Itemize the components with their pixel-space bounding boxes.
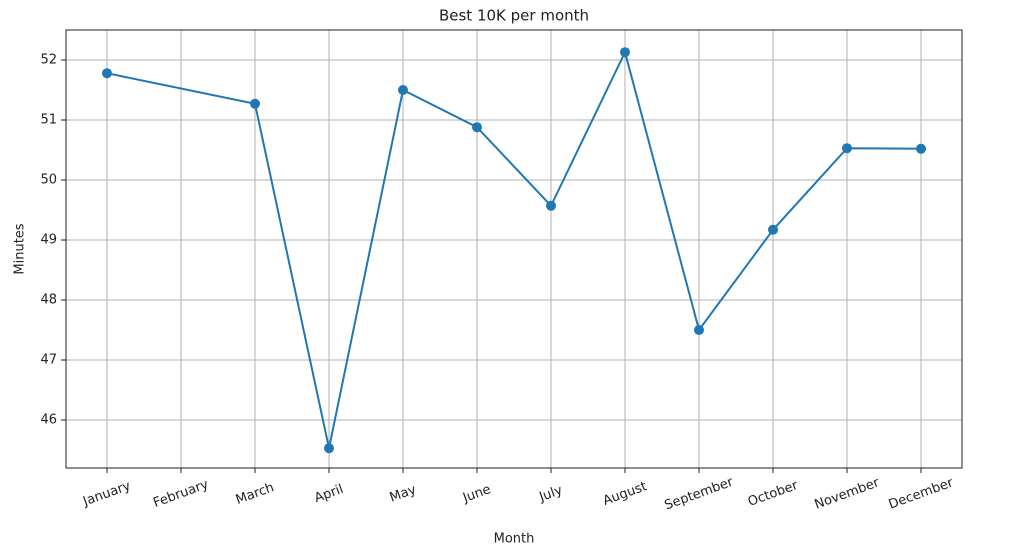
point xyxy=(620,47,630,58)
y-tick-label: 46 xyxy=(40,413,57,428)
x-tick-label: May xyxy=(388,482,419,505)
x-tick-label: August xyxy=(601,479,649,509)
x-tick-label: January xyxy=(80,478,133,509)
x-tick-label: April xyxy=(312,482,345,506)
y-tick-label: 51 xyxy=(40,113,57,128)
y-tick-label: 52 xyxy=(40,53,57,68)
point xyxy=(916,143,926,154)
point xyxy=(842,143,852,154)
x-tick-label: September xyxy=(663,474,736,513)
point xyxy=(694,325,704,335)
point xyxy=(250,98,260,109)
y-axis-label: Minutes xyxy=(13,223,28,274)
x-tick-label: February xyxy=(151,477,211,511)
x-tick-label: October xyxy=(746,478,801,510)
x-tick-label: November xyxy=(813,475,882,512)
chart-title: Best 10K per month xyxy=(439,7,589,25)
point xyxy=(398,85,408,95)
point xyxy=(768,224,778,235)
line xyxy=(106,49,922,449)
point xyxy=(472,122,482,133)
x-axis-label: Month xyxy=(494,532,535,547)
x-tick-label: June xyxy=(460,482,493,506)
y-tick-label: 48 xyxy=(40,293,57,308)
x-tick-label: July xyxy=(537,483,565,506)
y-tick-label: 50 xyxy=(40,173,57,188)
point xyxy=(102,68,112,79)
point xyxy=(324,443,334,454)
y-tick-label: 47 xyxy=(40,353,57,368)
x-tick-label: March xyxy=(234,480,276,508)
x-tick-label: December xyxy=(887,475,956,512)
point xyxy=(546,200,556,211)
y-tick-label: 49 xyxy=(40,233,57,248)
plot-frame xyxy=(65,29,963,469)
